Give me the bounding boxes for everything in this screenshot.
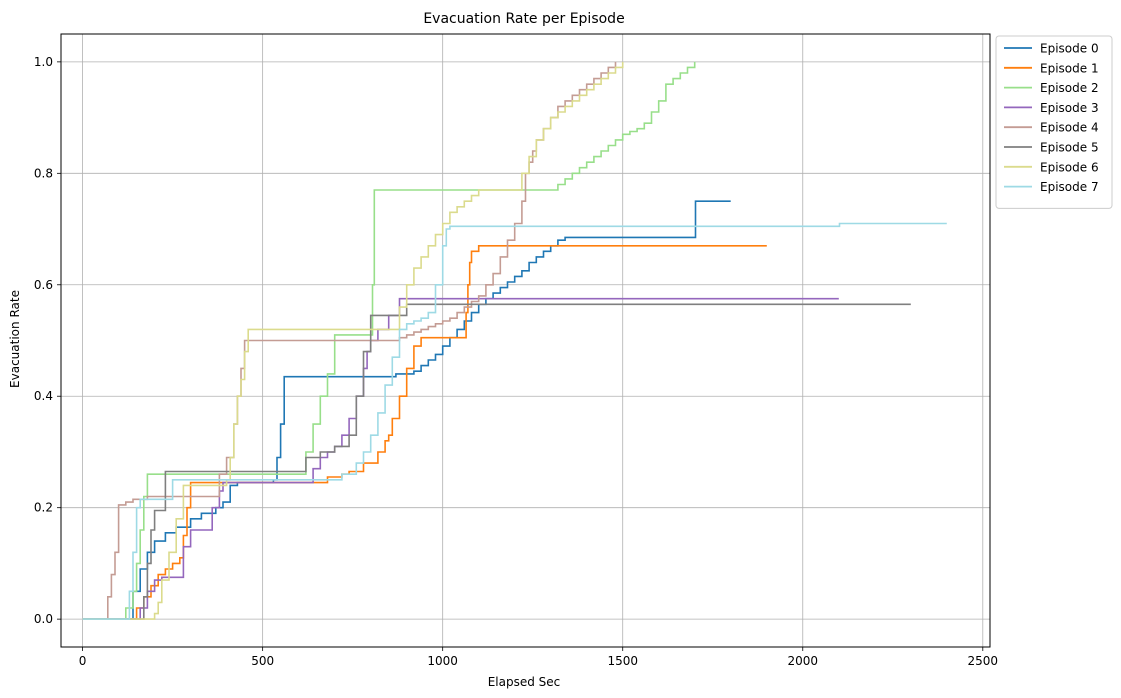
- x-axis-title: Elapsed Sec: [488, 675, 561, 689]
- legend-label: Episode 3: [1040, 101, 1099, 115]
- y-tick-label: 0.0: [34, 612, 53, 626]
- series-line-episode-2: [82, 61, 696, 620]
- series-line-episode-6: [82, 61, 624, 620]
- y-axis-title: Evacuation Rate: [8, 290, 22, 388]
- series-line-episode-0: [82, 200, 731, 620]
- x-tick-label: 1000: [427, 654, 458, 668]
- y-tick-label: 1.0: [34, 55, 53, 69]
- legend: Episode 0 Episode 1 Episode 2 Episode 3 Epis…: [995, 35, 1113, 209]
- series-lines: [82, 61, 947, 620]
- legend-label: Episode 2: [1040, 81, 1099, 95]
- x-tick-label: 0: [79, 654, 87, 668]
- chart-title: Evacuation Rate per Episode: [423, 11, 624, 27]
- plot-frame: [60, 33, 991, 648]
- legend-label: Episode 0: [1040, 42, 1099, 56]
- legend-label: Episode 5: [1040, 141, 1099, 155]
- y-tick-label: 0.6: [34, 278, 53, 292]
- series-line-episode-1: [82, 245, 767, 620]
- legend-box: [995, 35, 1113, 209]
- axis-ticks: 0 500 1000 1500 2000 2500 0.0 0.2 0.4 0.6 0.8 1.0: [34, 55, 998, 668]
- legend-label: Episode 4: [1040, 121, 1099, 135]
- x-tick-label: 2500: [968, 654, 999, 668]
- series-line-episode-7: [82, 222, 947, 620]
- legend-label: Episode 1: [1040, 61, 1099, 75]
- legend-label: Episode 6: [1040, 160, 1099, 174]
- y-tick-label: 0.8: [34, 166, 53, 180]
- x-tick-label: 2000: [787, 654, 818, 668]
- x-tick-label: 1500: [607, 654, 638, 668]
- legend-label: Episode 7: [1040, 180, 1099, 194]
- series-line-episode-4: [82, 61, 617, 620]
- y-tick-label: 0.4: [34, 389, 53, 403]
- grid: [61, 34, 990, 647]
- y-tick-label: 0.2: [34, 501, 53, 515]
- series-line-episode-5: [82, 303, 911, 620]
- x-tick-label: 500: [251, 654, 274, 668]
